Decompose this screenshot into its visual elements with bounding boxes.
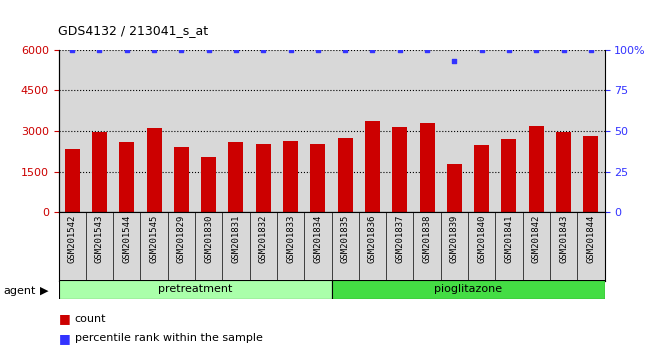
- Bar: [474, 144, 489, 212]
- Bar: [283, 141, 298, 212]
- Point: [449, 58, 460, 64]
- Text: GSM201836: GSM201836: [368, 215, 377, 263]
- Bar: [92, 132, 107, 212]
- Text: count: count: [75, 314, 106, 324]
- Text: GSM201842: GSM201842: [532, 215, 541, 263]
- Text: pretreatment: pretreatment: [158, 284, 232, 295]
- Bar: [337, 138, 353, 212]
- Bar: [556, 132, 571, 212]
- Bar: [583, 136, 599, 212]
- Text: GSM201543: GSM201543: [95, 215, 104, 263]
- Point: [367, 47, 378, 52]
- Text: ▶: ▶: [40, 286, 49, 296]
- Text: GSM201843: GSM201843: [559, 215, 568, 263]
- Text: GSM201833: GSM201833: [286, 215, 295, 263]
- Point: [531, 47, 541, 52]
- Bar: [447, 164, 462, 212]
- Point: [340, 47, 350, 52]
- Text: GSM201831: GSM201831: [231, 215, 240, 263]
- Text: GSM201840: GSM201840: [477, 215, 486, 263]
- Bar: [201, 157, 216, 212]
- Point: [395, 47, 405, 52]
- Point: [313, 47, 323, 52]
- Bar: [255, 144, 271, 212]
- Point: [231, 47, 241, 52]
- Point: [149, 47, 159, 52]
- Text: GSM201835: GSM201835: [341, 215, 350, 263]
- Point: [258, 47, 268, 52]
- Text: percentile rank within the sample: percentile rank within the sample: [75, 333, 263, 343]
- Bar: [64, 149, 80, 212]
- Bar: [365, 121, 380, 212]
- Bar: [528, 126, 544, 212]
- Text: GSM201844: GSM201844: [586, 215, 595, 263]
- Point: [94, 47, 105, 52]
- Point: [203, 47, 214, 52]
- Point: [67, 47, 77, 52]
- Text: GSM201832: GSM201832: [259, 215, 268, 263]
- Text: GSM201542: GSM201542: [68, 215, 77, 263]
- Bar: [146, 128, 162, 212]
- Point: [122, 47, 132, 52]
- Text: GSM201841: GSM201841: [504, 215, 514, 263]
- Text: GSM201544: GSM201544: [122, 215, 131, 263]
- Bar: [310, 144, 326, 212]
- Text: GSM201837: GSM201837: [395, 215, 404, 263]
- Bar: [392, 127, 408, 212]
- Text: GSM201830: GSM201830: [204, 215, 213, 263]
- Bar: [228, 142, 244, 212]
- Text: agent: agent: [3, 286, 36, 296]
- Point: [422, 47, 432, 52]
- Text: ■: ■: [58, 312, 70, 325]
- Text: ■: ■: [58, 332, 70, 344]
- Point: [476, 47, 487, 52]
- Bar: [58, 280, 332, 299]
- Text: GSM201829: GSM201829: [177, 215, 186, 263]
- Bar: [119, 142, 135, 212]
- Point: [504, 47, 514, 52]
- Point: [285, 47, 296, 52]
- Point: [586, 47, 596, 52]
- Bar: [174, 147, 189, 212]
- Text: GDS4132 / 213041_s_at: GDS4132 / 213041_s_at: [58, 24, 209, 37]
- Point: [176, 47, 187, 52]
- Point: [558, 47, 569, 52]
- Text: GSM201838: GSM201838: [422, 215, 432, 263]
- Text: GSM201834: GSM201834: [313, 215, 322, 263]
- Bar: [332, 280, 604, 299]
- Bar: [419, 124, 435, 212]
- Text: pioglitazone: pioglitazone: [434, 284, 502, 295]
- Text: GSM201545: GSM201545: [150, 215, 159, 263]
- Bar: [501, 139, 517, 212]
- Text: GSM201839: GSM201839: [450, 215, 459, 263]
